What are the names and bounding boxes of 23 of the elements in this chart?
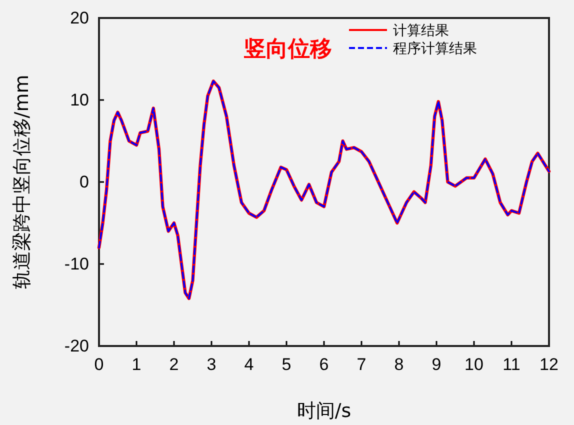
text: 竖向位移: [243, 37, 332, 62]
x-tick-label: 12: [540, 355, 558, 374]
y-tick-label: -10: [64, 254, 89, 274]
y-tick-label: 0: [80, 172, 89, 192]
x-tick-label: 10: [464, 355, 484, 374]
x-tick-label: 4: [244, 355, 254, 374]
y-tick-label: -20: [64, 336, 89, 356]
legend-label: 计算结果: [393, 23, 449, 39]
y-axis-title: 轨道梁跨中竖向位移/mm: [11, 74, 33, 290]
y-tick-label: 20: [70, 8, 89, 28]
x-tick-label: 2: [169, 355, 179, 374]
x-axis-title: 时间/s: [296, 400, 352, 422]
x-tick-label: 1: [132, 355, 142, 374]
x-tick-label: 9: [432, 355, 442, 374]
legend-label: 程序计算结果: [393, 41, 477, 57]
x-tick-label: 8: [394, 355, 404, 374]
x-tick-label: 6: [319, 355, 329, 374]
x-tick-label: 11: [502, 355, 520, 374]
y-tick-label: 10: [70, 90, 89, 110]
x-tick-label: 3: [206, 355, 216, 374]
x-tick-label: 5: [282, 355, 292, 374]
x-tick-label: 0: [94, 355, 104, 374]
x-tick-label: 7: [356, 355, 366, 374]
